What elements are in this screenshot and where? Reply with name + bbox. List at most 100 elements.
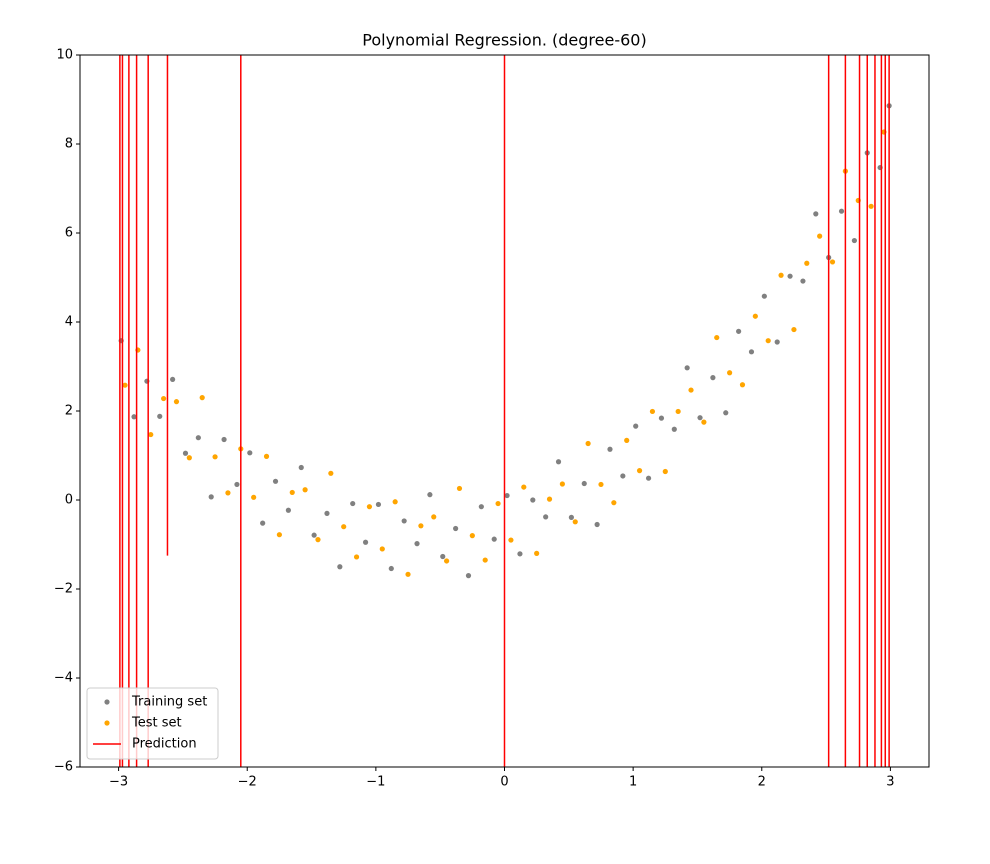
scatter-point	[658, 415, 665, 421]
scatter-point	[212, 454, 218, 460]
scatter-point	[761, 293, 767, 299]
scatter-point	[504, 492, 510, 499]
x-tick-label: 3	[886, 775, 894, 790]
scatter-point	[337, 564, 343, 570]
scatter-point	[675, 408, 681, 415]
scatter-point	[697, 415, 703, 421]
scatter-point	[444, 558, 450, 564]
x-tick-label: 1	[629, 775, 637, 790]
scatter-point	[302, 487, 308, 493]
scatter-point	[225, 490, 231, 496]
scatter-point	[298, 464, 304, 471]
legend-marker	[104, 699, 110, 705]
scatter-point	[418, 523, 424, 529]
scatter-point	[401, 518, 407, 524]
scatter-point	[272, 478, 279, 484]
scatter-point	[453, 525, 459, 532]
scatter-point	[431, 514, 437, 520]
y-tick-label: −2	[54, 582, 73, 597]
scatter-point	[392, 499, 398, 505]
scatter-point	[581, 480, 587, 487]
scatter-point	[559, 481, 565, 487]
x-tick-label: −1	[366, 775, 385, 790]
axes: −3 −2 −1 0 1 2 3 −6 −4 −2 0 2 4 6 8 10	[54, 48, 895, 790]
scatter-point	[315, 537, 321, 543]
legend-box	[86, 687, 219, 760]
scatter-point	[131, 414, 137, 420]
scatter-point	[804, 260, 810, 266]
scatter-point	[260, 520, 266, 526]
scatter-point	[285, 507, 291, 513]
scatter-point	[817, 233, 823, 239]
scatter-point	[173, 399, 180, 405]
legend: Training set Test set Prediction	[86, 687, 219, 760]
scatter-point	[311, 532, 317, 538]
scatter-point	[276, 532, 282, 538]
scatter-point	[701, 419, 707, 425]
scatter-point	[208, 494, 214, 500]
legend-label: Training set	[131, 695, 207, 710]
scatter-point	[791, 326, 797, 333]
scatter-point	[388, 565, 394, 572]
legend-marker	[104, 720, 110, 726]
y-tick-label: 10	[56, 48, 73, 63]
scatter-point	[517, 551, 523, 557]
scatter-point	[787, 273, 793, 279]
scatter-point	[199, 395, 205, 401]
scatter-point	[366, 504, 373, 510]
scatter-point	[195, 435, 201, 441]
scatter-point	[568, 514, 574, 520]
legend-label: Test set	[131, 716, 182, 731]
scatter-point	[546, 496, 553, 502]
scatter-point	[427, 492, 433, 498]
scatter-point	[684, 365, 690, 371]
scatter-point	[465, 573, 472, 579]
scatter-point	[186, 455, 192, 461]
scatter-point	[594, 521, 600, 528]
plot-area	[118, 55, 892, 767]
scatter-point	[324, 510, 330, 516]
scatter-point	[478, 504, 484, 510]
scatter-point	[161, 395, 167, 402]
scatter-point	[221, 436, 227, 443]
scatter-point	[851, 237, 857, 244]
y-tick-label: −4	[54, 671, 73, 686]
scatter-point	[710, 375, 716, 381]
scatter-point	[624, 437, 630, 443]
scatter-point	[379, 546, 385, 552]
scatter-point	[585, 440, 591, 447]
y-tick-label: 2	[65, 404, 73, 419]
scatter-point	[508, 537, 514, 543]
y-tick-label: 6	[65, 226, 73, 241]
scatter-point	[739, 382, 746, 388]
scatter-point	[607, 446, 613, 452]
scatter-point	[534, 550, 540, 557]
scatter-point	[350, 500, 356, 507]
y-tick-label: 0	[65, 493, 73, 508]
scatter-point	[170, 376, 176, 383]
scatter-point	[251, 494, 257, 500]
scatter-point	[263, 453, 270, 459]
scatter-point	[671, 426, 677, 432]
scatter-point	[328, 470, 334, 476]
scatter-point	[341, 524, 347, 530]
scatter-point	[157, 413, 163, 419]
scatter-point	[645, 475, 652, 481]
scatter-point	[633, 423, 639, 429]
scatter-point	[662, 468, 668, 475]
scatter-point	[778, 272, 784, 278]
scatter-point	[868, 203, 874, 209]
scatter-point	[620, 473, 626, 479]
scatter-point	[247, 450, 253, 456]
x-tick-label: −2	[238, 775, 257, 790]
prediction-line	[119, 55, 890, 767]
scatter-point	[838, 208, 845, 214]
scatter-point	[736, 328, 742, 334]
y-tick-label: 8	[65, 137, 73, 152]
scatter-point	[414, 541, 420, 547]
scatter-point	[688, 387, 694, 393]
scatter-point	[714, 334, 720, 341]
scatter-point	[289, 489, 295, 496]
